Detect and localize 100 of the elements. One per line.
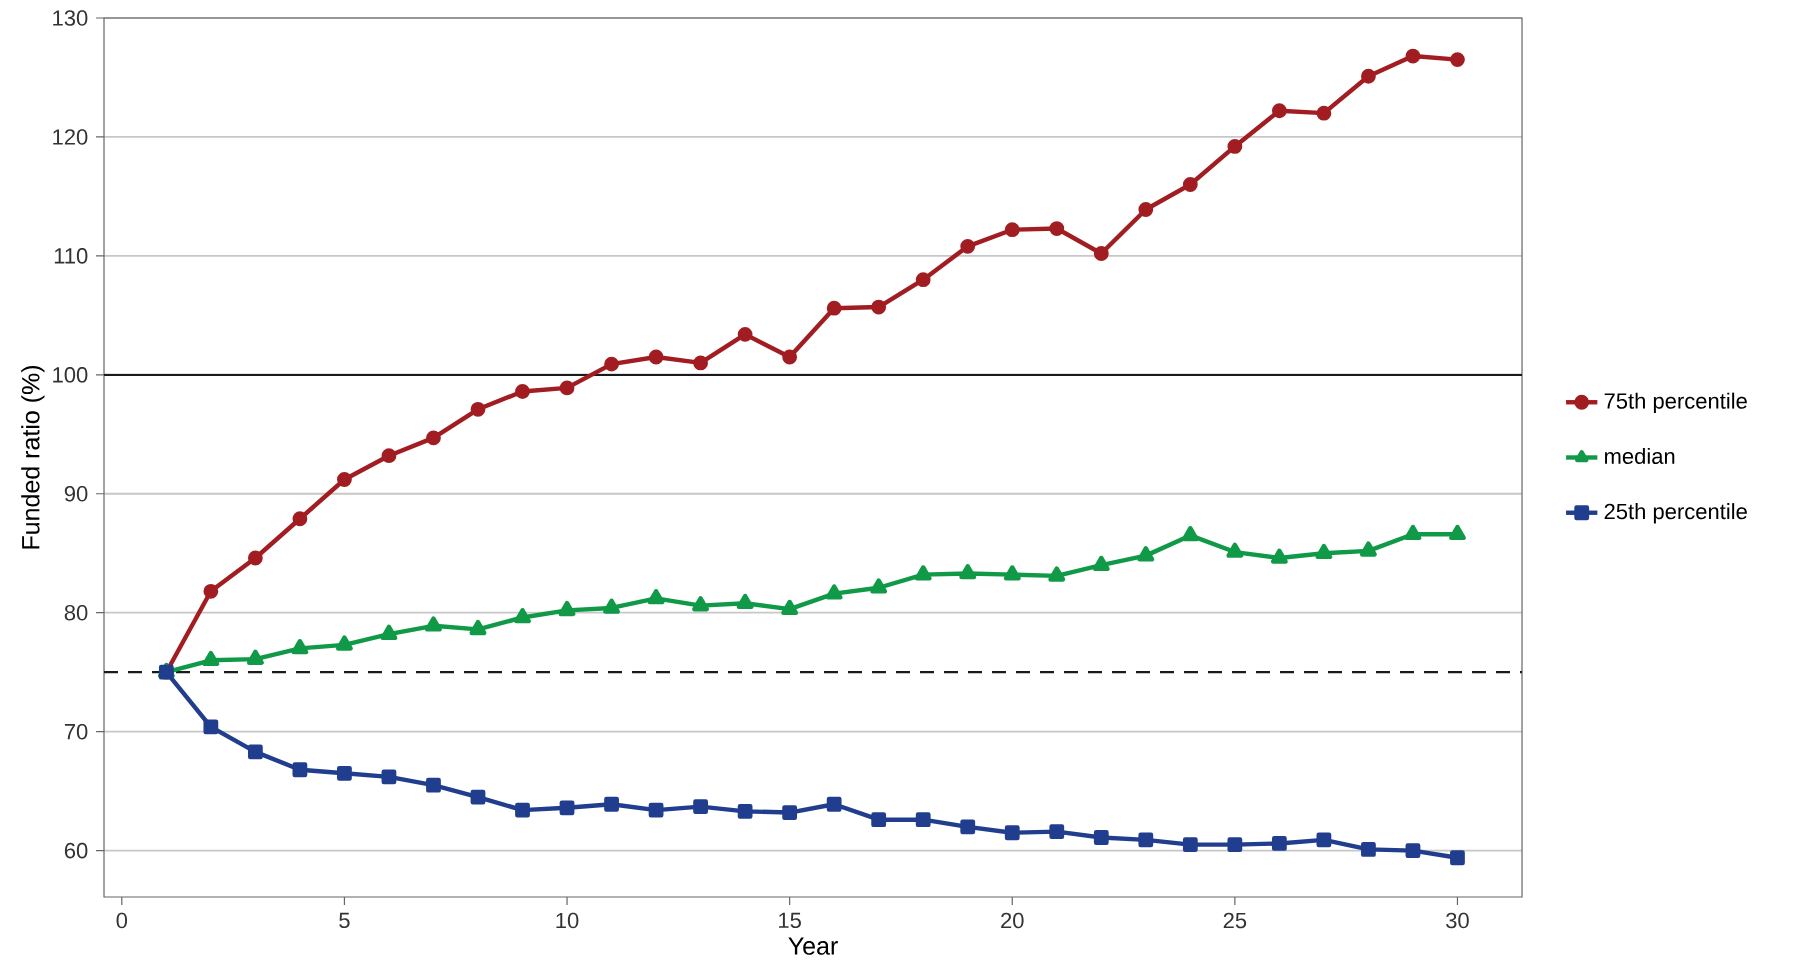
legend-label: 75th percentile bbox=[1604, 392, 1747, 414]
point bbox=[1093, 830, 1109, 845]
point bbox=[959, 564, 977, 580]
point bbox=[469, 619, 487, 636]
point bbox=[1271, 836, 1287, 851]
point bbox=[515, 802, 530, 818]
point bbox=[470, 789, 486, 805]
point bbox=[914, 565, 932, 581]
point bbox=[1405, 843, 1421, 859]
point bbox=[1271, 103, 1287, 119]
point bbox=[1361, 842, 1376, 857]
point bbox=[648, 802, 664, 818]
point bbox=[1450, 52, 1465, 68]
point bbox=[1405, 48, 1421, 64]
point bbox=[826, 300, 842, 316]
point bbox=[871, 812, 887, 828]
x-tick-label: 30 bbox=[1446, 912, 1469, 929]
point bbox=[558, 600, 576, 617]
point bbox=[1093, 246, 1109, 261]
point bbox=[1359, 541, 1377, 557]
point bbox=[960, 238, 976, 254]
point bbox=[1049, 824, 1065, 839]
point bbox=[826, 796, 842, 812]
point bbox=[782, 349, 798, 365]
x-tick-label: 5 bbox=[339, 912, 350, 929]
x-axis-title: Year bbox=[788, 937, 838, 955]
point bbox=[1137, 546, 1155, 562]
point bbox=[470, 401, 486, 417]
point bbox=[1316, 105, 1332, 121]
point bbox=[246, 649, 264, 665]
point bbox=[1227, 139, 1243, 154]
y-tick-label: 110 bbox=[54, 248, 88, 264]
point bbox=[515, 384, 530, 399]
y-axis-title: Funded ratio (%) bbox=[21, 365, 45, 549]
point bbox=[1361, 68, 1376, 84]
point bbox=[559, 380, 575, 396]
point bbox=[335, 635, 353, 651]
y-tick-label: 90 bbox=[64, 486, 88, 502]
x-tick-label: 10 bbox=[556, 912, 579, 929]
point bbox=[381, 769, 397, 785]
point bbox=[247, 550, 263, 566]
point bbox=[1003, 565, 1021, 581]
point bbox=[425, 616, 442, 632]
point bbox=[870, 578, 888, 594]
point bbox=[559, 800, 575, 816]
point bbox=[202, 650, 220, 667]
point bbox=[1404, 524, 1422, 541]
x-tick-label: 20 bbox=[1001, 912, 1024, 929]
point bbox=[1182, 837, 1198, 853]
point bbox=[736, 593, 754, 609]
point bbox=[426, 777, 441, 793]
point bbox=[737, 803, 753, 819]
point bbox=[1138, 202, 1154, 217]
point bbox=[337, 472, 352, 487]
x-tick-label: 25 bbox=[1223, 912, 1247, 929]
x-tick-label: 15 bbox=[779, 912, 801, 929]
point bbox=[1450, 850, 1465, 866]
point bbox=[1315, 543, 1333, 560]
point bbox=[737, 326, 753, 342]
point bbox=[203, 719, 219, 735]
y-tick-label: 130 bbox=[53, 10, 88, 26]
point bbox=[337, 765, 352, 781]
point bbox=[825, 584, 843, 600]
point bbox=[1138, 832, 1154, 848]
point bbox=[1316, 832, 1332, 848]
point bbox=[604, 796, 619, 812]
y-tick-label: 60 bbox=[64, 842, 88, 859]
point bbox=[781, 599, 799, 615]
point bbox=[693, 355, 708, 371]
point bbox=[247, 744, 263, 760]
point bbox=[203, 583, 219, 599]
point bbox=[648, 349, 664, 365]
point bbox=[1227, 837, 1243, 853]
point bbox=[693, 799, 708, 814]
point bbox=[1092, 555, 1110, 571]
point bbox=[291, 639, 309, 655]
point bbox=[1004, 222, 1020, 238]
point bbox=[871, 299, 887, 315]
y-tick-label: 70 bbox=[64, 723, 88, 740]
point bbox=[1270, 548, 1288, 564]
legend-label: median bbox=[1605, 447, 1675, 465]
y-tick-label: 80 bbox=[64, 604, 88, 621]
point bbox=[514, 608, 531, 624]
point bbox=[647, 589, 665, 605]
point bbox=[915, 812, 931, 828]
point bbox=[603, 598, 620, 614]
point bbox=[782, 805, 798, 820]
point bbox=[1048, 566, 1066, 582]
point bbox=[915, 272, 931, 288]
point bbox=[1049, 221, 1065, 236]
point bbox=[426, 430, 441, 446]
point bbox=[604, 356, 619, 372]
point bbox=[1004, 825, 1020, 841]
point bbox=[1182, 177, 1198, 192]
point bbox=[292, 511, 308, 527]
point bbox=[1181, 526, 1199, 542]
y-tick-label: 100 bbox=[53, 367, 88, 383]
point bbox=[380, 624, 398, 640]
legend-label: 25th percentile bbox=[1604, 503, 1747, 524]
point bbox=[1449, 524, 1466, 541]
